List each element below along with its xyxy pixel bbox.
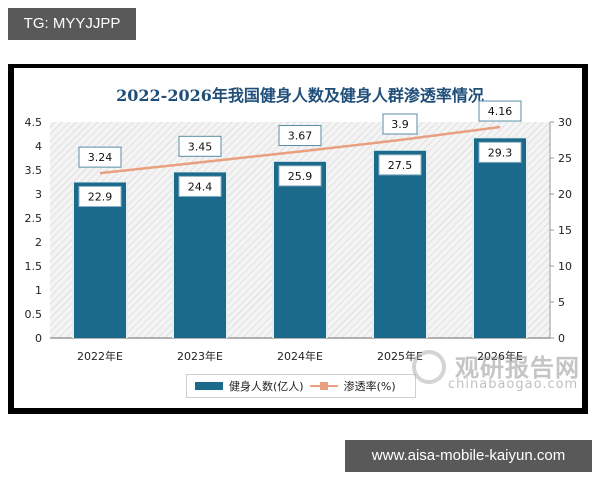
right-axis-tick: 10 <box>558 260 572 273</box>
left-axis-tick: 1.5 <box>25 260 43 273</box>
bar-value-box <box>378 154 422 176</box>
right-axis-tick: 15 <box>558 224 572 237</box>
bar <box>74 182 126 338</box>
bar-value: 22.9 <box>88 190 113 203</box>
left-axis-tick: 4 <box>35 140 42 153</box>
bar-value: 27.5 <box>388 159 413 172</box>
category-label: 2025年E <box>377 349 423 363</box>
category-label: 2023年E <box>177 349 223 363</box>
left-axis-tick: 2.5 <box>25 212 43 225</box>
bar-value: 24.4 <box>188 180 213 193</box>
chart-title: 2022-2026年我国健身人数及健身人群渗透率情况 <box>116 86 484 105</box>
category-label: 2022年E <box>77 349 123 363</box>
bar-value-box <box>178 175 222 197</box>
bar-value-box <box>78 185 122 207</box>
left-axis-tick: 1 <box>35 284 42 297</box>
left-axis-tick: 3.5 <box>25 164 43 177</box>
right-axis-tick: 0 <box>558 332 565 345</box>
line-series <box>99 125 501 175</box>
category-label: 2024年E <box>277 349 323 363</box>
site-tag: www.aisa-mobile-kaiyun.com <box>345 440 592 472</box>
line-value-box <box>78 146 122 168</box>
legend-bar-swatch <box>195 382 223 390</box>
line-value: 3.67 <box>288 130 313 143</box>
bar <box>474 138 526 338</box>
line-value-box <box>178 135 222 157</box>
legend-line-swatch <box>309 381 338 391</box>
legend-label-bar: 健身人数(亿人) <box>229 380 304 393</box>
left-axis-tick: 2 <box>35 236 42 249</box>
watermark-logo-icon <box>412 350 446 384</box>
right-axis-tick: 25 <box>558 152 572 165</box>
line-value: 3.45 <box>188 140 213 153</box>
right-axis-tick: 30 <box>558 116 572 129</box>
tg-tag: TG: MYYJJPP <box>8 8 136 40</box>
right-axis-tick: 5 <box>558 296 565 309</box>
left-axis-tick: 0 <box>35 332 42 345</box>
bar <box>274 161 326 338</box>
line-value-box <box>278 125 322 147</box>
line-value-box <box>478 100 522 122</box>
left-axis-tick: 3 <box>35 188 42 201</box>
line-value: 3.9 <box>391 118 409 131</box>
chart-legend: 健身人数(亿人) 渗透率(%) <box>186 374 416 398</box>
left-axis-tick: 0.5 <box>25 308 43 321</box>
line-value-box <box>382 113 418 135</box>
bar-value-box <box>478 141 522 163</box>
watermark-en: chinabaogao.com <box>448 377 579 392</box>
bar-value: 29.3 <box>488 146 513 159</box>
line-value: 3.24 <box>88 151 113 164</box>
line-value: 4.16 <box>488 105 513 118</box>
left-axis-tick: 4.5 <box>25 116 43 129</box>
category-label: 2026年E <box>477 349 523 363</box>
right-axis-tick: 20 <box>558 188 572 201</box>
legend-label-line: 渗透率(%) <box>343 380 396 393</box>
bar-value: 25.9 <box>288 170 313 183</box>
bar-value-box <box>278 165 322 187</box>
bar <box>374 150 426 338</box>
bar <box>174 172 226 338</box>
watermark-cn: 观研报告网 <box>455 354 580 382</box>
